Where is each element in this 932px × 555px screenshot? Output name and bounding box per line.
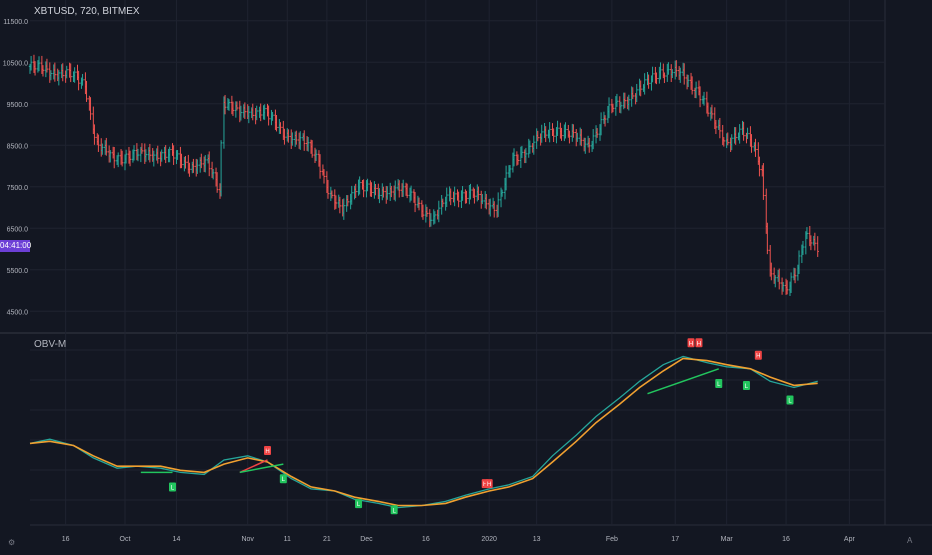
divergence-marker-label: H [697,341,701,347]
time-tick-label: 16 [782,536,790,543]
divergence-marker-label: L [717,382,721,388]
time-tick-label: 17 [671,536,679,543]
divergence-marker [754,350,762,360]
time-tick-label: Oct [120,536,131,543]
divergence-marker-label: H [756,354,760,360]
time-tick-label: 13 [533,536,541,543]
divergence-marker [695,338,703,348]
time-tick-label: Nov [241,536,254,543]
auto-scale-button[interactable]: A [907,536,913,545]
divergence-marker-label: H [483,482,487,488]
price-tick-label: 6500.0 [7,226,29,233]
price-countdown-tag: 04:41:00 [0,240,32,252]
divergence-marker-label: H [689,341,693,347]
time-tick-label: 2020 [481,536,497,543]
price-tick-label: 9500.0 [7,102,29,109]
divergence-line [647,368,719,395]
divergence-marker-label: L [171,486,175,492]
divergence-marker-label: L [392,508,396,514]
price-tick-label: 11500.0 [3,19,28,26]
divergence-marker [390,505,398,515]
price-tick-label: 7500.0 [7,185,29,192]
time-tick-label: Dec [360,536,373,543]
time-tick-label: Mar [721,536,734,543]
divergence-marker [742,381,750,391]
divergence-marker-label: L [745,384,749,390]
divergence-marker [279,474,287,484]
time-tick-label: Feb [606,536,618,543]
divergence-marker [355,499,363,509]
time-tick-label: 11 [284,536,291,543]
time-tick-label: 14 [173,536,181,543]
divergence-marker [264,445,271,455]
divergence-marker-label: L [357,502,361,508]
divergence-marker [786,395,794,405]
price-tick-label: 10500.0 [3,60,28,67]
settings-icon[interactable]: ⚙ [8,538,16,547]
indicator-title: OBV-M [34,339,67,350]
time-tick-label: 21 [323,536,331,543]
divergence-marker [687,338,695,348]
divergence-marker-label: H [487,482,491,488]
divergence-marker [169,482,176,492]
divergence-marker [485,479,493,489]
indicator-series-line [29,355,818,509]
time-tick-label: Apr [844,536,856,543]
divergence-line [239,459,268,474]
chart-title: XBTUSD, 720, BITMEX [34,6,140,17]
price-tick-label: 4500.0 [7,309,29,316]
time-tick-label: 16 [422,536,430,543]
time-tick-label: 16 [62,536,70,543]
divergence-marker [715,378,723,388]
divergence-line [239,463,284,474]
divergence-marker-label: H [265,449,269,455]
divergence-marker-label: L [788,399,792,405]
price-tick-label: 5500.0 [7,268,29,275]
divergence-marker-label: L [282,477,286,483]
indicator-series-line [29,357,818,507]
price-tick-label: 8500.0 [7,143,29,150]
